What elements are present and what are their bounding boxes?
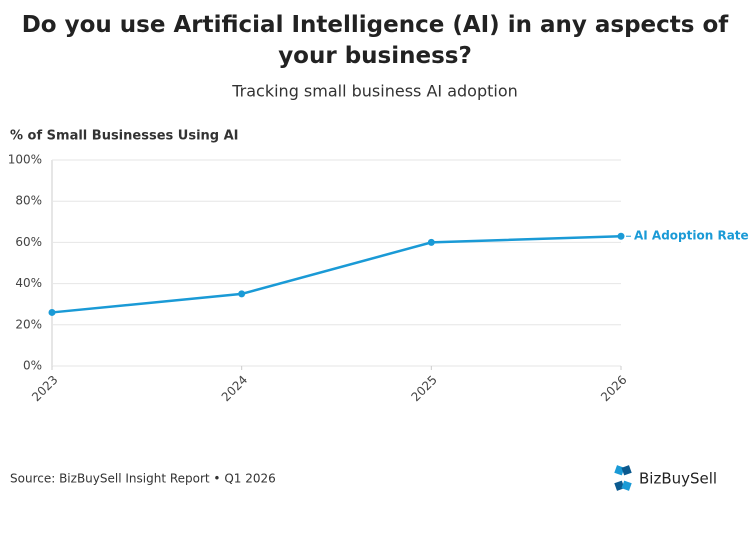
chart-subtitle: Tracking small business AI adoption bbox=[231, 82, 518, 101]
y-tick-label: 0% bbox=[23, 359, 42, 373]
y-tick-label: 80% bbox=[15, 194, 42, 208]
x-tick-label: 2025 bbox=[408, 373, 439, 404]
series-label: AI Adoption Rate bbox=[634, 229, 749, 243]
x-tick-label: 2026 bbox=[598, 373, 629, 404]
point bbox=[48, 308, 56, 316]
y-tick-label: 60% bbox=[15, 235, 42, 249]
point bbox=[427, 238, 435, 246]
y-tick-label: 20% bbox=[15, 317, 42, 331]
x-tick-label: 2024 bbox=[219, 373, 250, 404]
y-tick-label: 100% bbox=[8, 153, 42, 167]
logo-icon bbox=[614, 465, 632, 491]
point bbox=[238, 290, 246, 298]
logo-text: BizBuySell bbox=[639, 470, 717, 488]
chart-title: Do you use Artificial Intelligence (AI) … bbox=[21, 12, 729, 69]
source: Source: BizBuySell Insight Report • Q1 2… bbox=[10, 472, 276, 486]
line bbox=[51, 234, 622, 314]
x-tick-label: 2023 bbox=[29, 373, 60, 404]
y-axis-label: % of Small Businesses Using AI bbox=[10, 129, 239, 144]
point bbox=[617, 232, 625, 240]
y-tick-label: 40% bbox=[15, 276, 42, 290]
